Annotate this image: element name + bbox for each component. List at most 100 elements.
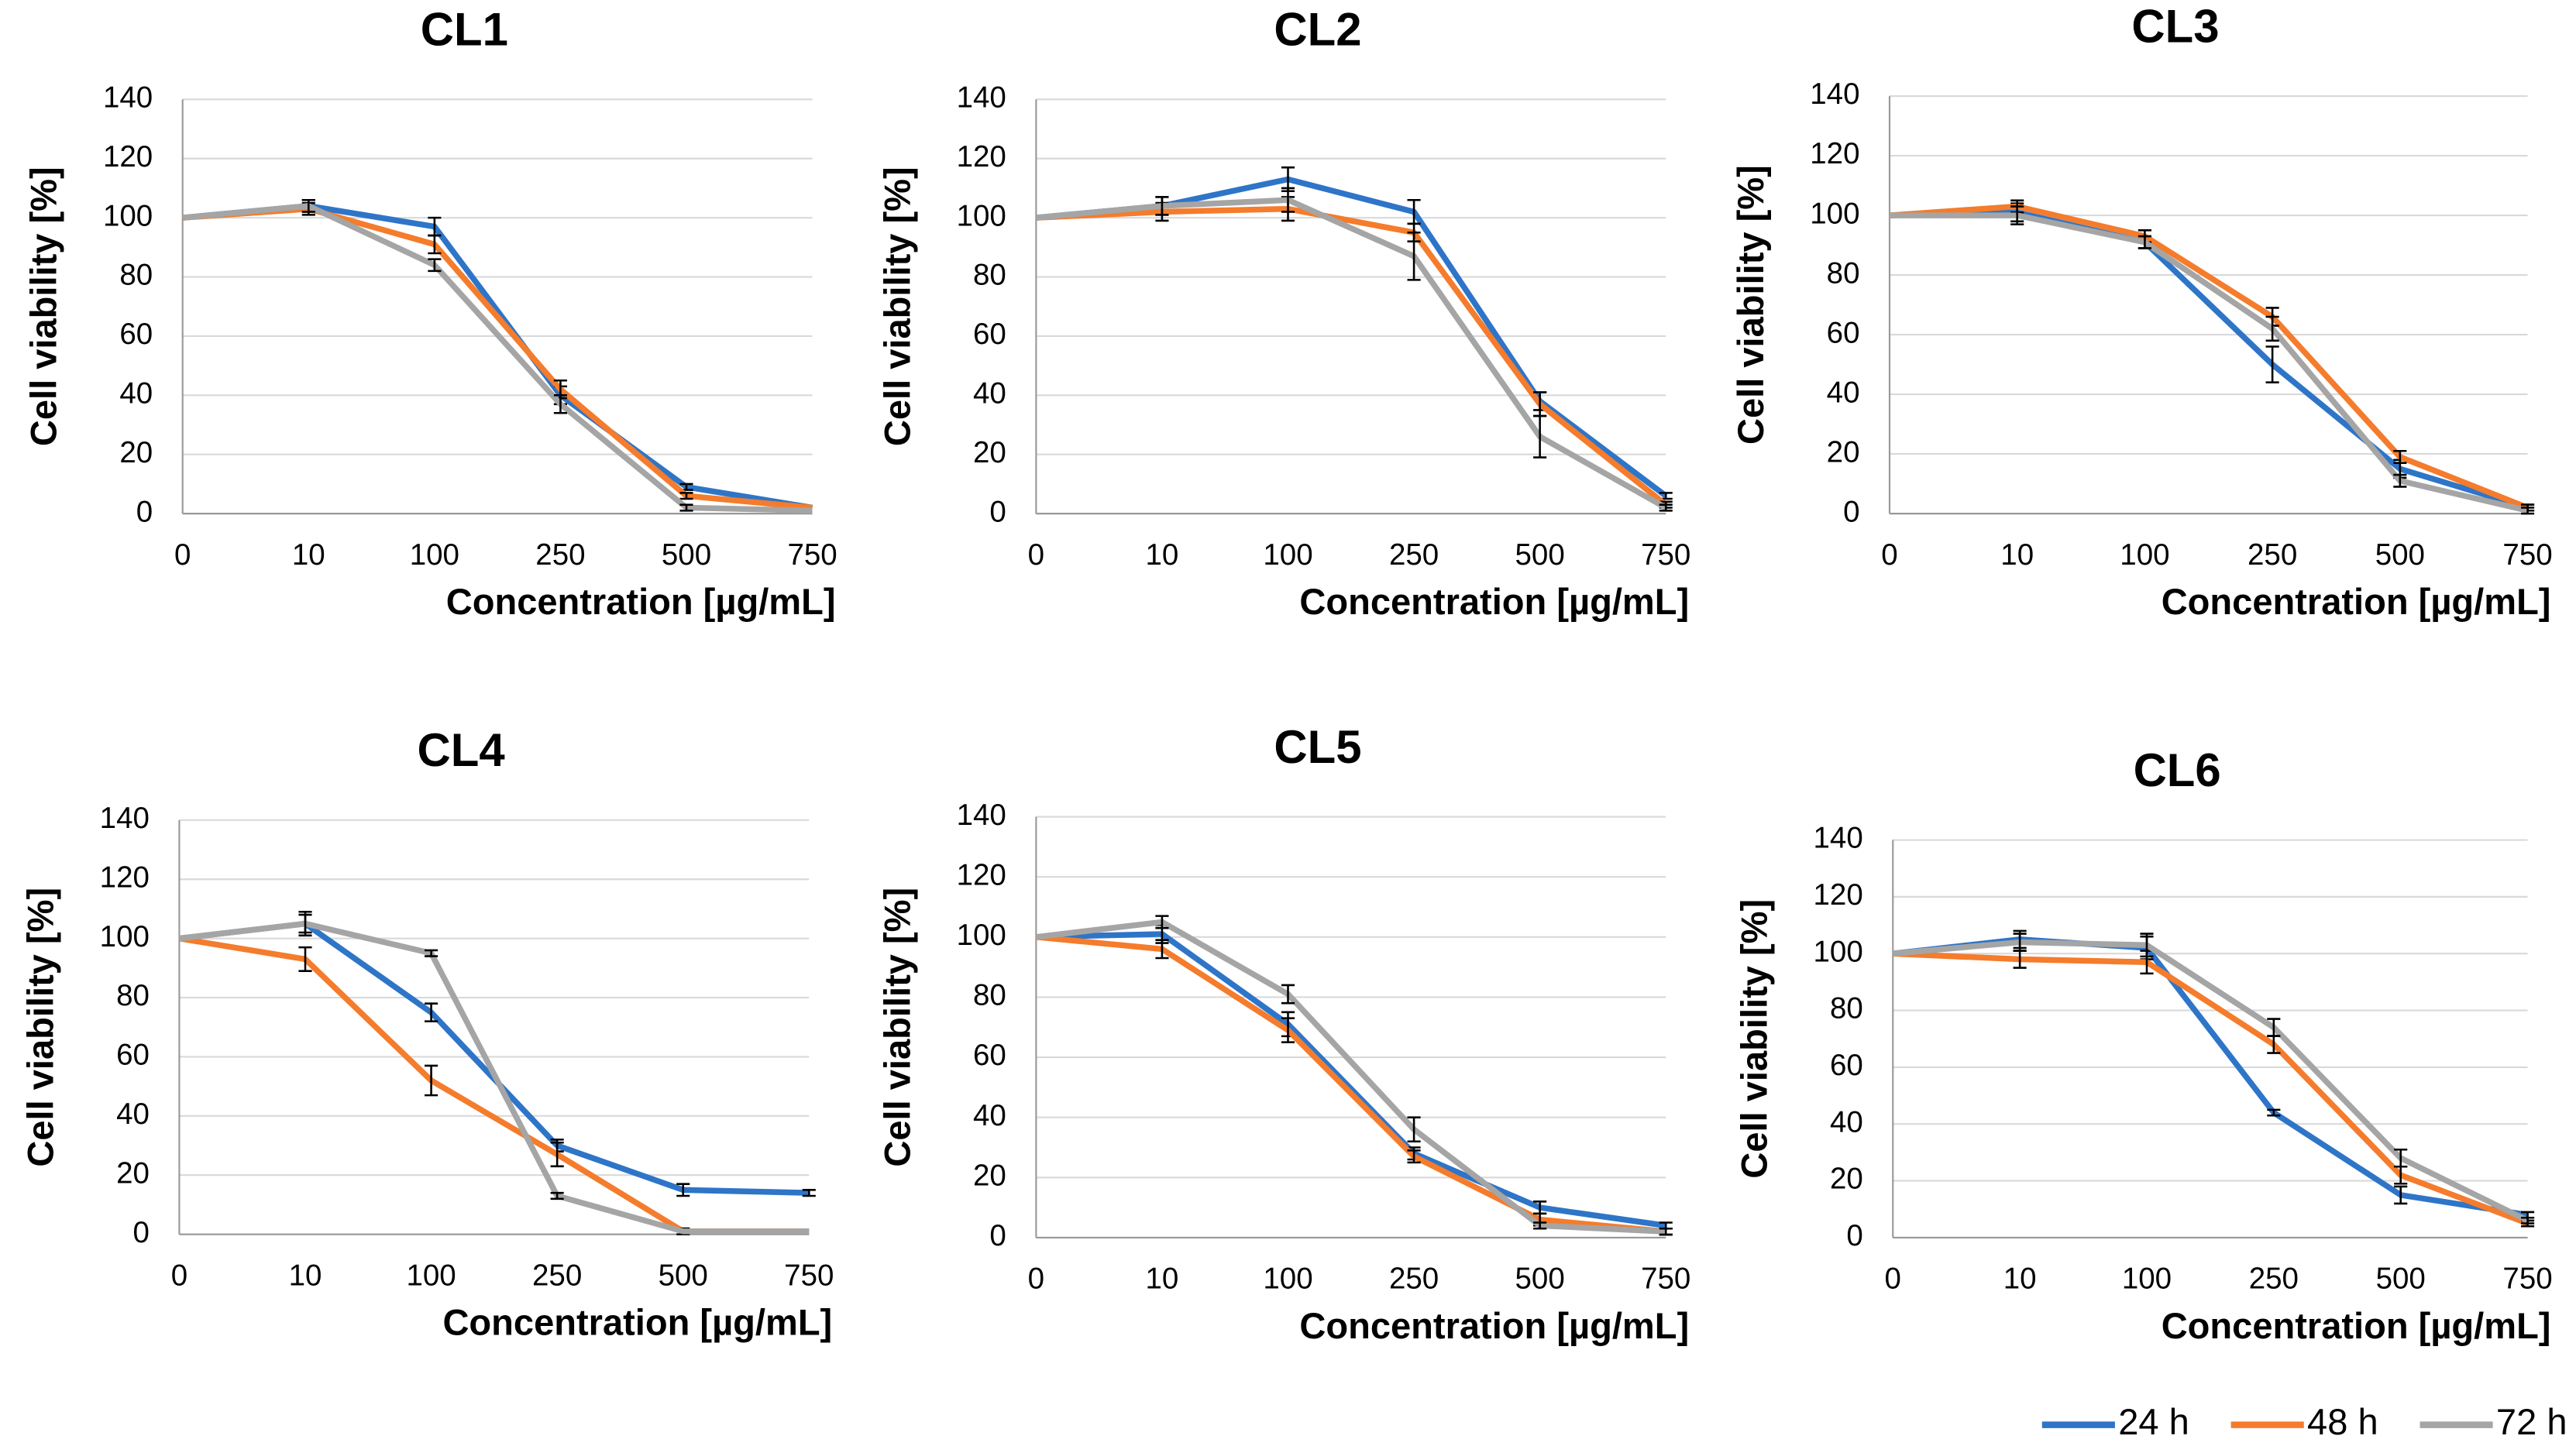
y-tick-label: 140 <box>1810 77 1859 111</box>
y-tick-label: 40 <box>116 1097 150 1131</box>
x-tick-label: 100 <box>1263 1262 1312 1296</box>
x-tick-label: 750 <box>1641 1262 1690 1296</box>
series-line <box>1036 205 1668 507</box>
y-tick-label: 140 <box>957 81 1006 115</box>
y-tick-label: 60 <box>973 318 1006 351</box>
x-tick-label: 10 <box>292 538 325 572</box>
x-tick-label: 500 <box>659 1259 708 1292</box>
y-tick-label: 20 <box>116 1156 150 1190</box>
x-tick-label: 500 <box>1515 1262 1565 1296</box>
error-bar <box>298 946 312 972</box>
y-tick-label: 60 <box>1830 1049 1863 1082</box>
y-tick-label: 140 <box>100 802 150 835</box>
y-tick-label: 60 <box>119 318 153 351</box>
error-bar <box>1155 196 1169 216</box>
y-tick-label: 0 <box>136 495 153 528</box>
error-bar <box>1659 503 1673 512</box>
chart-title: CL1 <box>421 4 508 56</box>
error-bar <box>2267 1108 2281 1117</box>
x-tick-label: 500 <box>2375 538 2425 572</box>
series-line <box>1889 209 2529 511</box>
y-tick-label: 100 <box>957 919 1006 952</box>
y-axis-label: Cell viability [%] <box>19 888 60 1167</box>
error-bar <box>1533 1221 1547 1230</box>
y-tick-label: 100 <box>100 920 150 953</box>
y-axis-label: Cell viability [%] <box>23 167 64 446</box>
x-tick-label: 100 <box>1263 538 1312 572</box>
y-tick-label: 120 <box>957 858 1006 891</box>
series-line <box>1035 934 1666 1235</box>
x-tick-label: 750 <box>2502 538 2552 572</box>
chart-title: CL5 <box>1274 721 1361 773</box>
x-tick-label: 250 <box>2248 538 2297 572</box>
x-tick-label: 250 <box>1389 538 1439 572</box>
error-bar <box>2394 1185 2408 1205</box>
series-line <box>182 203 813 514</box>
error-bar <box>301 198 315 213</box>
y-tick-label: 100 <box>103 199 153 232</box>
x-axis-label: Concentration [µg/mL] <box>1299 581 1689 622</box>
series-line <box>1893 950 2529 1227</box>
error-bar <box>2393 473 2407 488</box>
error-bar <box>2393 449 2407 464</box>
error-bar <box>1155 915 1169 929</box>
x-tick-label: 10 <box>2000 538 2034 572</box>
y-tick-label: 100 <box>1814 935 1863 968</box>
x-tick-label: 250 <box>532 1259 582 1292</box>
y-tick-label: 140 <box>957 799 1006 832</box>
y-axis-label: Cell viability [%] <box>876 888 917 1167</box>
error-bar <box>1281 1017 1295 1043</box>
error-bar <box>2267 1018 2281 1037</box>
y-tick-label: 80 <box>973 979 1006 1012</box>
y-axis-label: Cell viability [%] <box>1730 165 1771 445</box>
error-bar <box>553 394 567 414</box>
y-tick-label: 0 <box>1846 1219 1862 1252</box>
x-tick-label: 500 <box>2376 1262 2426 1296</box>
error-bar <box>550 1141 564 1168</box>
y-tick-label: 120 <box>1814 878 1863 912</box>
x-tick-label: 250 <box>1389 1262 1439 1296</box>
error-bar <box>425 949 439 957</box>
y-tick-label: 0 <box>989 495 1006 528</box>
x-tick-label: 10 <box>1146 1262 1179 1296</box>
error-bar <box>679 492 693 500</box>
y-tick-label: 60 <box>1827 316 1860 349</box>
y-tick-label: 40 <box>1827 376 1860 409</box>
error-bar <box>428 234 442 255</box>
x-tick-label: 500 <box>1515 538 1565 572</box>
series-line <box>1892 939 2530 1224</box>
x-tick-label: 0 <box>1028 538 1044 572</box>
x-tick-label: 10 <box>1146 538 1179 572</box>
x-tick-label: 10 <box>2003 1262 2037 1296</box>
y-tick-label: 0 <box>133 1216 150 1249</box>
y-tick-label: 20 <box>1830 1163 1863 1196</box>
error-bar <box>2010 205 2024 225</box>
error-bar <box>2520 1216 2535 1225</box>
chart-title: CL2 <box>1274 4 1361 56</box>
error-bar <box>2140 933 2154 958</box>
y-tick-label: 80 <box>973 259 1006 292</box>
y-tick-label: 80 <box>1827 256 1860 290</box>
series-line <box>178 935 810 1235</box>
error-bar <box>679 503 693 512</box>
error-bar <box>1659 1227 1673 1236</box>
x-axis-label: Concentration [µg/mL] <box>1299 1305 1689 1346</box>
error-bar <box>2394 1148 2408 1168</box>
error-bar <box>1155 939 1169 960</box>
x-tick-label: 100 <box>406 1259 456 1292</box>
series-line <box>1035 919 1666 1235</box>
error-bar <box>2265 345 2279 383</box>
series-line <box>1889 212 2529 514</box>
error-bar <box>2520 507 2535 515</box>
series-line <box>1036 197 1668 510</box>
legend-label: 72 h <box>2496 1401 2567 1442</box>
y-tick-label: 40 <box>973 377 1006 410</box>
x-tick-label: 0 <box>1028 1262 1044 1296</box>
error-bar <box>428 258 442 273</box>
x-tick-label: 10 <box>289 1259 322 1292</box>
y-tick-label: 100 <box>1810 197 1859 230</box>
y-tick-label: 100 <box>957 199 1006 232</box>
chart-title: CL3 <box>2131 0 2219 52</box>
x-tick-label: 750 <box>2502 1262 2552 1296</box>
x-tick-label: 0 <box>1881 538 1897 572</box>
